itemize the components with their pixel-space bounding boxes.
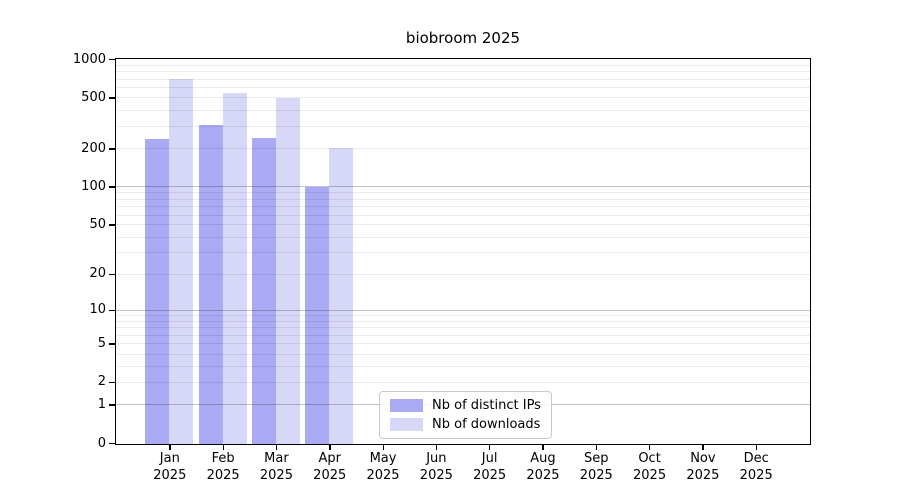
y-tick-label: 100 [81,178,106,194]
y-tick-label: 0 [97,435,106,451]
x-tick-label: Mar 2025 [259,451,293,483]
x-tick-label: Jan 2025 [153,451,187,483]
gridline-minor [116,71,810,73]
x-tick-mark [702,445,704,450]
bar-mar-downloads [275,97,300,444]
x-tick-label: Jul 2025 [473,451,507,483]
bar-feb-downloads [222,92,247,444]
y-tick-label: 5 [97,335,106,351]
bar-mar-distinct-ips [251,138,276,444]
x-tick-label: May 2025 [366,451,400,483]
x-tick-label: Feb 2025 [206,451,240,483]
y-tick-mark [109,343,115,345]
downloads-swatch-icon [390,418,423,431]
x-tick-label: Apr 2025 [313,451,347,483]
bar-jan-downloads [169,79,194,444]
legend-label: Nb of distinct IPs [432,398,541,413]
x-tick-mark [489,445,491,450]
y-tick-mark [109,381,115,384]
x-tick-label: Aug 2025 [526,451,560,483]
legend-label: Nb of downloads [432,417,541,432]
x-tick-mark [755,445,757,450]
plot-area [115,58,811,445]
gridline-minor [116,87,810,89]
y-tick-mark [109,309,115,312]
x-tick-mark [649,445,651,450]
y-tick-label: 50 [89,216,106,232]
gridline-minor [116,109,810,111]
x-tick-mark [595,445,598,450]
y-tick-mark [109,404,115,406]
y-tick-mark [109,59,115,61]
bar-jan-distinct-ips [145,139,170,444]
y-tick-mark [109,97,115,99]
x-tick-label: Sep 2025 [579,451,613,483]
y-tick-label: 1 [97,396,106,412]
y-tick-mark [109,273,115,276]
x-tick-mark [222,445,224,450]
bar-apr-distinct-ips [305,187,330,444]
y-tick-mark [109,224,115,226]
bar-apr-downloads [329,147,354,444]
distinct-ips-swatch-icon [390,399,423,412]
x-tick-label: Nov 2025 [686,451,720,483]
x-tick-mark [435,445,438,450]
x-tick-mark [275,445,278,450]
y-tick-label: 2 [97,374,106,390]
x-tick-mark [542,445,544,450]
x-tick-mark [329,445,331,450]
chart-title: biobroom 2025 [405,29,521,47]
legend: Nb of distinct IPs Nb of downloads [379,391,552,439]
x-tick-label: Dec 2025 [739,451,773,483]
y-tick-label: 200 [81,140,106,156]
gridline-minor [116,97,810,99]
y-tick-label: 10 [89,302,106,318]
bar-feb-distinct-ips [198,124,223,444]
gridline-minor [116,78,810,80]
legend-item-downloads: Nb of downloads [390,417,541,432]
y-tick-mark [109,443,115,445]
legend-item-distinct-ips: Nb of distinct IPs [390,398,541,413]
y-tick-mark [109,186,115,188]
x-tick-mark [169,445,171,450]
x-tick-label: Jun 2025 [419,451,453,483]
y-tick-label: 500 [81,89,106,105]
y-tick-label: 1000 [72,51,106,67]
x-tick-mark [382,445,384,450]
y-tick-mark [109,148,115,150]
gridline-minor [116,64,810,66]
x-tick-label: Oct 2025 [633,451,667,483]
y-tick-label: 20 [89,266,106,282]
